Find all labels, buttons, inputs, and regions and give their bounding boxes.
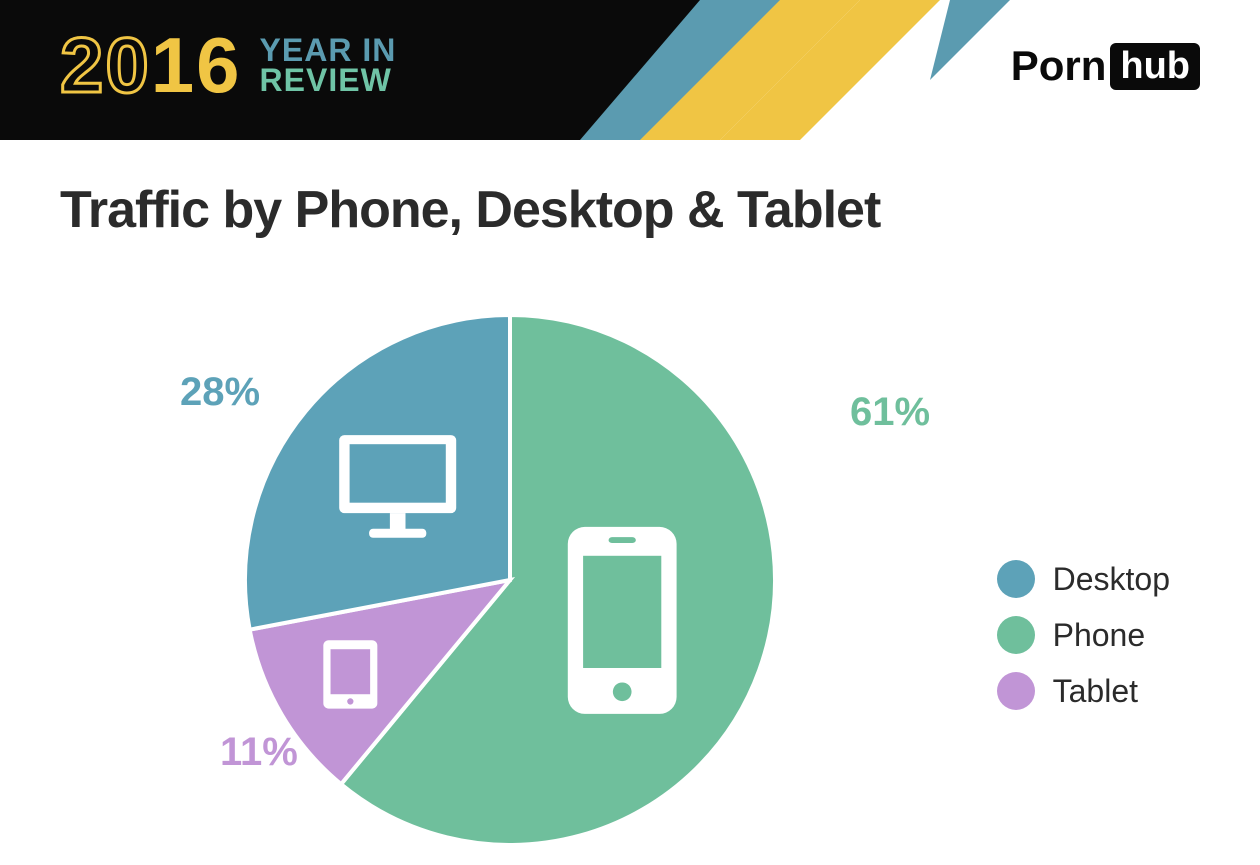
brand-text-2: hub	[1110, 43, 1200, 90]
chart-area: Traffic by Phone, Desktop & Tablet 61%11…	[0, 140, 1260, 864]
pie-label-tablet: 11%	[220, 730, 298, 775]
legend-item-phone: Phone	[997, 616, 1170, 654]
pie-chart: 61%11%28%	[230, 300, 790, 860]
header-banner: 2016 YEAR IN REVIEW Porn hub	[0, 0, 1260, 140]
yir-line1: YEAR IN	[260, 35, 397, 65]
legend: Desktop Phone Tablet	[997, 560, 1170, 728]
yir-line2: REVIEW	[260, 65, 397, 95]
pie-svg	[230, 300, 790, 860]
tablet-icon	[323, 640, 377, 708]
legend-swatch	[997, 560, 1035, 598]
phone-icon	[568, 527, 677, 714]
header-title: 2016 YEAR IN REVIEW	[60, 26, 396, 104]
pie-label-phone: 61%	[850, 390, 930, 435]
legend-item-tablet: Tablet	[997, 672, 1170, 710]
legend-item-desktop: Desktop	[997, 560, 1170, 598]
pie-label-desktop: 28%	[180, 370, 260, 415]
legend-label: Desktop	[1053, 561, 1170, 598]
brand-text-1: Porn	[1011, 42, 1107, 90]
brand-logo: Porn hub	[1011, 42, 1200, 90]
year-in-review-label: YEAR IN REVIEW	[260, 35, 397, 96]
legend-label: Phone	[1053, 617, 1146, 654]
legend-swatch	[997, 672, 1035, 710]
year-label: 2016	[60, 26, 242, 104]
chart-title: Traffic by Phone, Desktop & Tablet	[60, 180, 1200, 240]
legend-label: Tablet	[1053, 673, 1138, 710]
legend-swatch	[997, 616, 1035, 654]
